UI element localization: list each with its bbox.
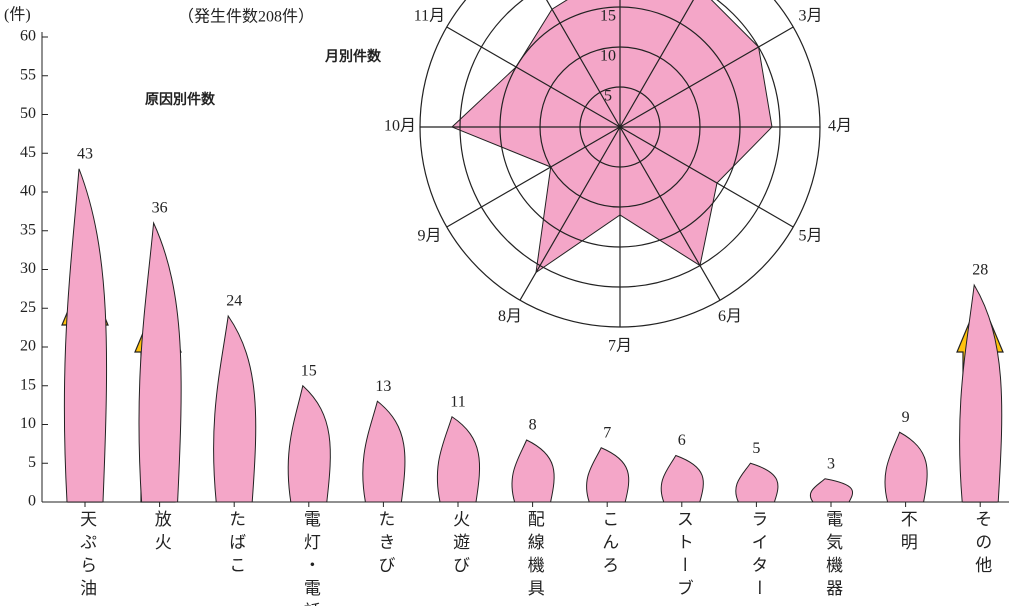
radar-spoke [619, 26, 794, 128]
r-tick-label: 10 [600, 48, 616, 65]
x-tick-label: 配線機具 [525, 510, 545, 602]
radar-label: 5月 [799, 228, 823, 245]
y-tick-label: 0 [28, 493, 36, 510]
value-label: 43 [77, 145, 93, 162]
flame-bar [213, 314, 257, 503]
flame-bar [959, 283, 1003, 503]
radar-title: 月別件数 [324, 48, 382, 65]
value-label: 36 [152, 200, 168, 217]
value-label: 5 [752, 440, 760, 457]
radar-spoke [446, 126, 621, 228]
radar-spoke [545, 0, 621, 128]
y-axis-label: (件) [4, 6, 31, 24]
flame-bar [63, 168, 108, 503]
flame-bar [287, 384, 331, 503]
radar-spoke [619, 126, 721, 301]
y-tick-label: 40 [20, 183, 36, 200]
flame-bar [511, 439, 555, 503]
radar-label: 4月 [828, 118, 852, 135]
x-tick-label: 電気機器 [823, 510, 843, 602]
x-tick-label: 電灯・電話 [301, 510, 321, 606]
x-tick-label: 天ぷら油 [77, 510, 97, 602]
x-tick-label: 放火 [152, 510, 172, 556]
value-label: 8 [529, 417, 537, 434]
value-label: 11 [450, 393, 465, 410]
x-tick-label: その他 [972, 510, 992, 579]
radar-label: 6月 [718, 308, 742, 325]
chart-subtitle: （発生件数208件） [178, 8, 314, 26]
radar-spoke [619, 0, 695, 128]
radar-label: 3月 [799, 8, 823, 25]
x-tick-label: こんろ [599, 510, 618, 579]
radar-label: 9月 [417, 228, 441, 245]
y-tick-label: 35 [20, 221, 36, 238]
radar-label: 11月 [414, 8, 445, 25]
y-tick-label: 10 [20, 415, 36, 432]
value-label: 3 [827, 455, 835, 472]
flame-bar [884, 431, 928, 503]
flame-bar [809, 478, 853, 503]
flame-bar [660, 454, 704, 503]
y-tick-label: 55 [20, 66, 36, 83]
value-label: 6 [678, 432, 686, 449]
x-tick-label: たばこ [226, 510, 245, 579]
y-tick-label: 20 [20, 338, 36, 355]
value-label: 7 [603, 424, 611, 441]
radar-spoke [619, 126, 794, 228]
r-tick-label: 15 [600, 8, 616, 25]
r-tick-label: 5 [604, 88, 612, 105]
y-tick-label: 15 [20, 376, 36, 393]
y-tick-label: 25 [20, 299, 36, 316]
flame-bar [735, 462, 779, 503]
y-tick-label: 60 [20, 28, 36, 45]
x-tick-label: 不明 [898, 510, 918, 556]
flame-bar [362, 400, 406, 503]
chart-title: 原因別件数 [145, 91, 216, 108]
value-label: 15 [301, 362, 317, 379]
radar-spoke [519, 126, 621, 301]
y-tick-label: 30 [20, 260, 36, 277]
x-tick-label: 火遊び [450, 510, 470, 579]
value-label: 9 [902, 409, 910, 426]
y-tick-label: 5 [28, 454, 36, 471]
flame-bar [138, 221, 182, 503]
y-tick-label: 50 [20, 105, 36, 122]
y-tick-label: 45 [20, 144, 36, 161]
x-tick-label: ストーブ [674, 510, 693, 602]
x-tick-label: ライター [748, 510, 767, 602]
value-label: 13 [375, 378, 391, 395]
radar-label: 8月 [498, 308, 522, 325]
radar-spoke [446, 26, 621, 128]
radar-label: 7月 [608, 338, 632, 355]
flame-bar [586, 447, 630, 503]
x-tick-label: たきび [375, 510, 394, 579]
value-label: 24 [226, 293, 242, 310]
radar-label: 10月 [384, 118, 416, 135]
flame-bar [436, 415, 481, 503]
value-label: 28 [972, 262, 988, 279]
